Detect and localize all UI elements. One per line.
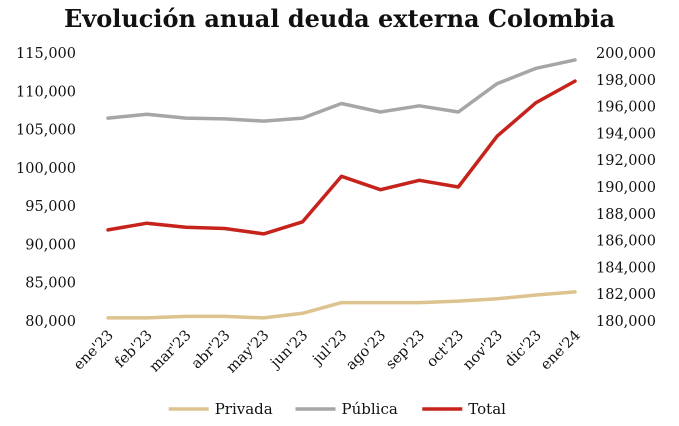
right-axis-tick-label: 190,000	[596, 180, 656, 196]
right-axis-tick-label: 196,000	[596, 100, 656, 116]
series-line-pblica	[106, 58, 577, 123]
x-axis-tick-label: ago'23	[343, 328, 389, 374]
right-axis-tick-label: 182,000	[596, 287, 656, 303]
x-axis-tick-label: jun'23	[266, 328, 311, 373]
x-axis-tick-label: mar'23	[147, 328, 195, 376]
legend-label-pblica: Pública	[342, 400, 398, 418]
series-line-total	[106, 79, 577, 236]
x-axis-tick-label: ene'24	[538, 328, 584, 374]
left-axis-tick-label: 85,000	[25, 276, 76, 292]
left-axis-tick-label: 110,000	[16, 84, 76, 100]
right-axis-tick-label: 184,000	[596, 260, 656, 276]
x-axis-tick-label: oct'23	[424, 328, 467, 371]
left-axis-tick-label: 115,000	[16, 46, 76, 62]
left-axis-tick-label: 105,000	[16, 123, 76, 139]
right-axis-tick-label: 200,000	[596, 46, 656, 62]
right-axis-tick-label: 188,000	[596, 207, 656, 223]
right-axis-tick-label: 186,000	[596, 234, 656, 250]
left-axis-tick-label: 80,000	[25, 314, 76, 330]
left-axis-tick-label: 90,000	[25, 237, 76, 253]
right-axis-tick-label: 198,000	[596, 73, 656, 89]
legend-label-total: Total	[468, 400, 506, 418]
right-axis-tick-label: 192,000	[596, 153, 656, 169]
x-axis-tick-label: ene'23	[71, 328, 117, 374]
legend-label-privada: Privada	[215, 400, 273, 418]
x-axis-tick-label: may'23	[224, 328, 273, 377]
right-axis-tick-label: 194,000	[596, 126, 656, 142]
right-axis-tick-label: 180,000	[596, 314, 656, 330]
series-line-privada	[106, 290, 577, 320]
x-axis-tick-label: sep'23	[383, 328, 428, 373]
x-axis-tick-label: nov'23	[460, 328, 506, 374]
left-axis-tick-label: 95,000	[25, 199, 76, 215]
chart-title: Evolución anual deuda externa Colombia	[63, 4, 616, 33]
left-axis-tick-label: 100,000	[16, 161, 76, 177]
